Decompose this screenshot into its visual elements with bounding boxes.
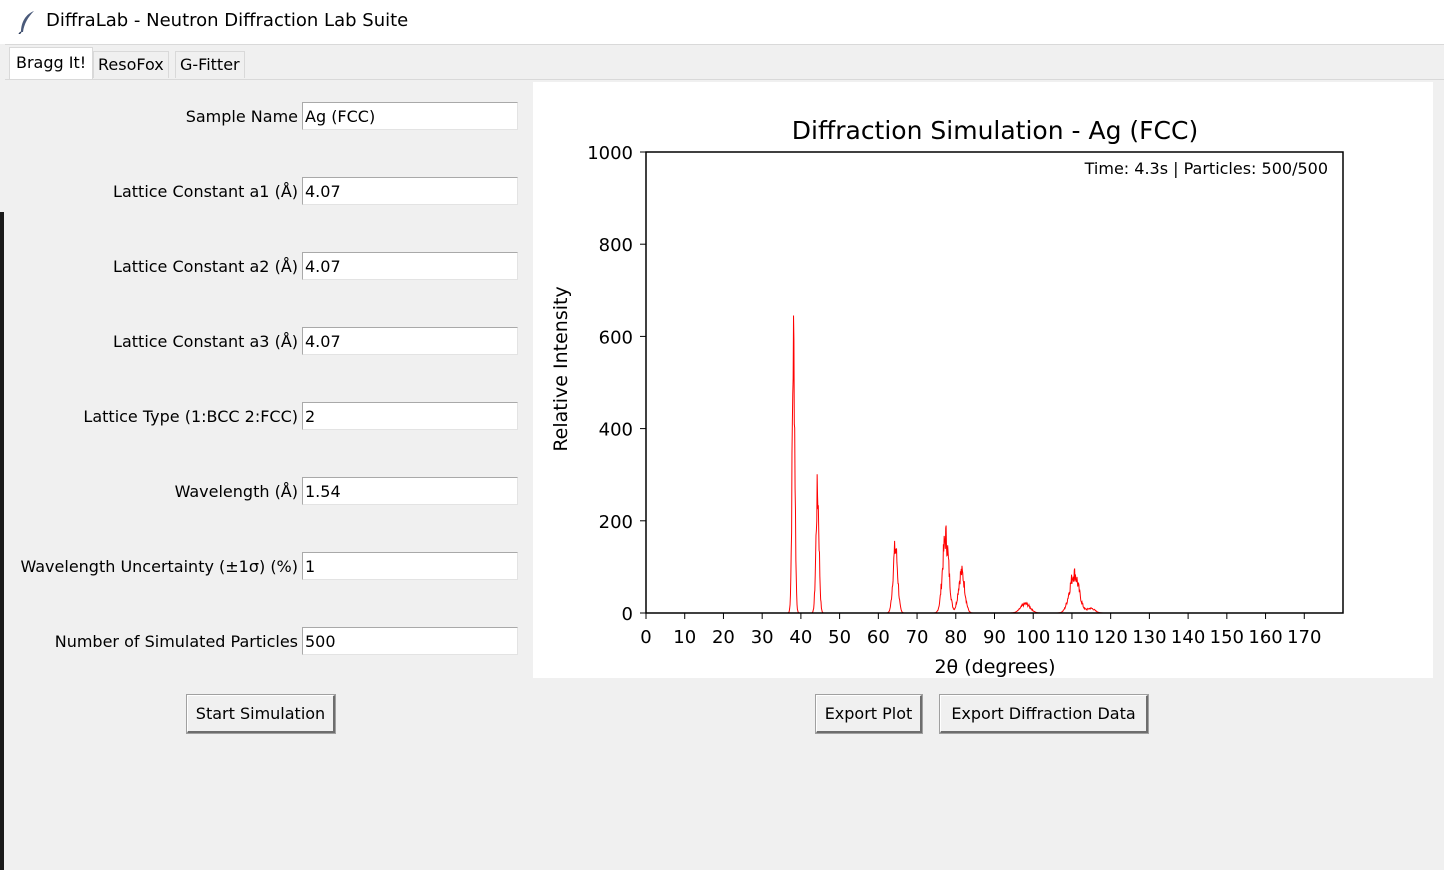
simulation-status-annotation: Time: 4.3s | Particles: 500/500: [1084, 159, 1328, 178]
x-tick-label: 100: [1016, 627, 1050, 648]
lattice-a1-input[interactable]: [302, 177, 518, 205]
export-plot-button[interactable]: Export Plot: [815, 694, 923, 734]
diffraction-pattern-line: [646, 315, 1324, 614]
wavelength-input[interactable]: [302, 477, 518, 505]
particle-count-label: Number of Simulated Particles: [54, 632, 298, 651]
x-tick-label: 90: [983, 627, 1006, 648]
x-tick-label: 160: [1248, 627, 1282, 648]
x-tick-label: 30: [751, 627, 774, 648]
tab-g-fitter[interactable]: G-Fitter: [175, 51, 245, 78]
tab-resofox[interactable]: ResoFox: [93, 51, 169, 78]
lattice-type-label: Lattice Type (1:BCC 2:FCC): [83, 407, 298, 426]
x-tick-label: 60: [867, 627, 890, 648]
lattice-a3-input[interactable]: [302, 327, 518, 355]
y-tick-label: 200: [599, 512, 633, 533]
plot-canvas: Diffraction Simulation - Ag (FCC) Relati…: [533, 82, 1433, 678]
x-tick-label: 120: [1093, 627, 1127, 648]
x-tick-label: 80: [944, 627, 967, 648]
y-tick-label: 1000: [587, 143, 633, 164]
particle-count-input[interactable]: [302, 627, 518, 655]
y-tick-label: 600: [599, 327, 633, 348]
x-tick-label: 150: [1210, 627, 1244, 648]
y-tick-label: 400: [599, 420, 633, 441]
window-title: DiffraLab - Neutron Diffraction Lab Suit…: [46, 10, 409, 31]
y-tick-label: 800: [599, 235, 633, 256]
x-tick-label: 50: [828, 627, 851, 648]
background-window-edge: [0, 44, 5, 870]
lattice-a1-label: Lattice Constant a1 (Å): [113, 182, 298, 201]
x-tick-label: 40: [789, 627, 812, 648]
wavelength-uncertainty-label: Wavelength Uncertainty (±1σ) (%): [20, 557, 298, 576]
diffraction-chart: Diffraction Simulation - Ag (FCC) Relati…: [550, 116, 1344, 678]
lattice-type-input[interactable]: [302, 402, 518, 430]
chart-title: Diffraction Simulation - Ag (FCC): [792, 116, 1198, 145]
lattice-a3-label: Lattice Constant a3 (Å): [113, 332, 298, 351]
x-tick-label: 130: [1132, 627, 1166, 648]
x-tick-label: 20: [712, 627, 735, 648]
export-diffraction-data-button[interactable]: Export Diffraction Data: [939, 694, 1149, 734]
tab-bar: Bragg It! ResoFox G-Fitter: [5, 46, 1444, 80]
lattice-a2-input[interactable]: [302, 252, 518, 280]
x-tick-label: 10: [673, 627, 696, 648]
y-axis-label: Relative Intensity: [550, 286, 572, 451]
start-simulation-button[interactable]: Start Simulation: [186, 694, 336, 734]
lattice-a2-label: Lattice Constant a2 (Å): [113, 257, 298, 276]
title-bar: DiffraLab - Neutron Diffraction Lab Suit…: [0, 0, 1444, 45]
wavelength-uncertainty-input[interactable]: [302, 552, 518, 580]
x-tick-label: 110: [1055, 627, 1089, 648]
sample-name-label: Sample Name: [185, 107, 298, 126]
tab-bragg-it[interactable]: Bragg It!: [9, 47, 94, 79]
x-tick-label: 70: [906, 627, 929, 648]
x-axis-label: 2θ (degrees): [934, 656, 1055, 678]
wavelength-label: Wavelength (Å): [174, 482, 298, 501]
x-tick-label: 140: [1171, 627, 1205, 648]
sample-name-input[interactable]: [302, 102, 518, 130]
y-tick-label: 0: [622, 604, 633, 625]
feather-icon: [18, 11, 34, 34]
x-tick-label: 0: [640, 627, 651, 648]
plot-frame: [645, 151, 1344, 614]
x-tick-label: 170: [1287, 627, 1321, 648]
